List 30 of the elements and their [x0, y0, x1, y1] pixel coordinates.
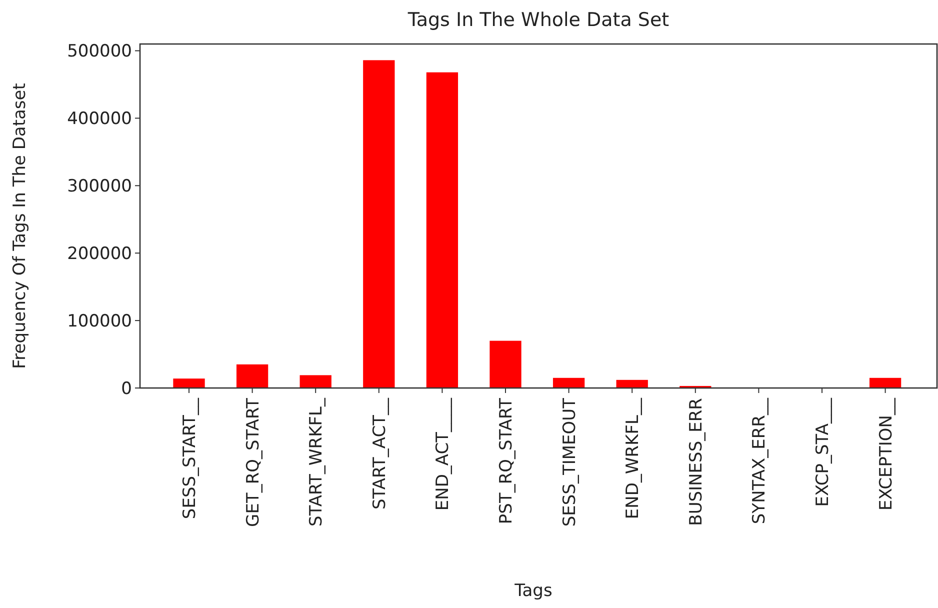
y-tick-label: 500000: [67, 42, 132, 62]
x-tick-label: SYNTAX_ERR__: [750, 398, 770, 524]
x-tick-label: GET_RQ_START: [243, 397, 264, 527]
bar: [490, 340, 522, 388]
y-tick-label: 300000: [67, 176, 132, 197]
bar: [616, 380, 648, 388]
x-tick-label: START_WRKFL_: [306, 398, 327, 526]
x-tick-label: END_ACT____: [433, 398, 454, 511]
x-tick-label: EXCP_STA___: [812, 398, 833, 507]
y-tick-label: 0: [121, 378, 132, 399]
bar: [363, 60, 395, 388]
x-tick-label: SESS_TIMEOUT: [560, 397, 580, 527]
bar: [552, 378, 585, 388]
x-tick-label: BUSINESS_ERR: [686, 398, 706, 526]
x-tick-label: SESS_START__: [180, 398, 200, 520]
y-axis-title: Frequency Of Tags In The Dataset: [10, 82, 30, 369]
bar: [426, 72, 458, 388]
chart-title: Tags In The Whole Data Set: [406, 9, 670, 31]
bar: [236, 364, 268, 388]
y-tick-label: 200000: [67, 244, 132, 264]
x-tick-label: EXCEPTION__: [876, 398, 896, 511]
y-tick-label: 400000: [67, 109, 132, 130]
bar: [173, 378, 205, 388]
x-tick-label: START_ACT__: [370, 398, 390, 510]
x-axis-title: Tags: [514, 581, 552, 601]
x-tick-label: END_WRKFL__: [623, 398, 644, 520]
bar: [300, 375, 332, 388]
y-tick-label: 100000: [67, 312, 132, 332]
x-tick-label: PST_RQ_START: [496, 397, 516, 524]
bar: [869, 378, 902, 388]
